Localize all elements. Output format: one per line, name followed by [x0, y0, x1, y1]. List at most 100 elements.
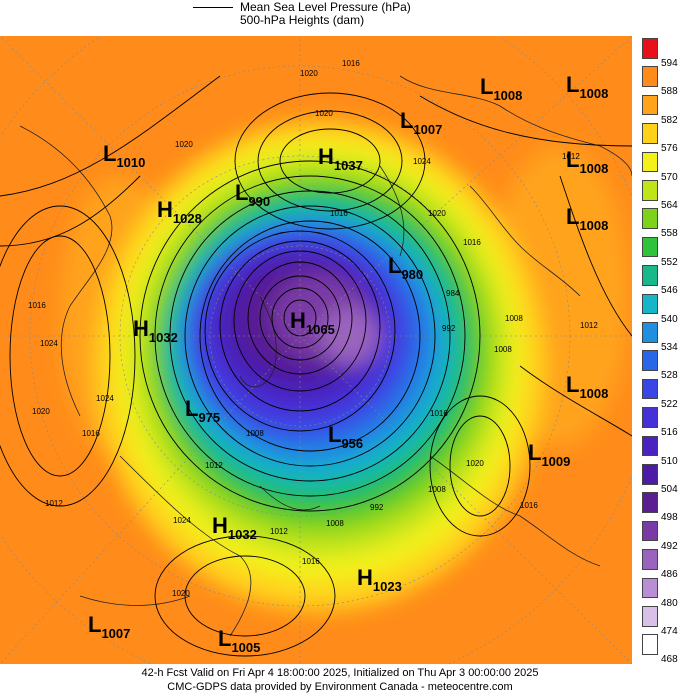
colorbar-swatch [642, 123, 658, 144]
pressure-center-low: L1007 [88, 612, 131, 642]
isobar-label: 1008 [494, 345, 512, 354]
system-type: H [133, 316, 149, 341]
isobar-label: 1012 [580, 321, 598, 330]
isobar-label: 1020 [172, 589, 190, 598]
colorbar-swatch [642, 208, 658, 229]
colorbar-label: 474 [661, 626, 678, 637]
colorbar-swatch [642, 378, 658, 400]
colorbar-label: 558 [661, 228, 678, 240]
system-pressure: 1008 [579, 386, 609, 401]
data-credit-text: CMC-GDPS data provided by Environment Ca… [167, 681, 513, 693]
isobar-label: 1024 [40, 339, 58, 348]
isobar-label: 1016 [342, 59, 360, 68]
colorbar-label: 510 [661, 455, 678, 467]
pressure-center-low: L1005 [218, 626, 260, 656]
colorbar-label: 588 [661, 86, 678, 98]
colorbar-label: 552 [661, 256, 678, 268]
isobar-label: 1020 [428, 209, 446, 218]
pressure-center-low: L1008 [566, 372, 609, 402]
colorbar-label: 498 [661, 512, 678, 524]
pressure-legend-line [193, 7, 233, 8]
pressure-center-high: H1023 [357, 565, 402, 595]
isobar-label: 1016 [302, 557, 320, 566]
pressure-center-high: H1037 [318, 146, 363, 174]
isobar-label: 1016 [82, 429, 100, 438]
colorbar-label: 582 [661, 114, 678, 126]
isobars [0, 75, 632, 657]
isobar-label: 992 [442, 324, 456, 333]
colorbar-swatch [642, 549, 658, 570]
chart-header: Mean Sea Level Pressure (hPa) 500-hPa He… [0, 0, 680, 36]
pressure-center-low: L1008 [566, 206, 609, 234]
isobar-label: 1012 [270, 527, 288, 536]
system-type: L [103, 141, 117, 166]
colorbar-label: 492 [661, 540, 678, 552]
isobar-label: 1016 [520, 501, 538, 510]
height-colorbar: 594 588 582 576 570 564 558 552 546 540 534 528 522 5… [642, 38, 680, 666]
system-type: L [235, 180, 249, 205]
colorbar-swatch [642, 577, 658, 599]
system-pressure: 990 [248, 194, 271, 209]
system-type: H [290, 308, 306, 333]
system-type: L [218, 626, 232, 651]
system-type: L [88, 612, 102, 637]
colorbar-label: 570 [661, 171, 678, 183]
system-type: H [357, 565, 373, 590]
colorbar-swatch [642, 94, 658, 116]
isobar-label: 1012 [45, 499, 63, 508]
colorbar-label: 546 [661, 285, 678, 297]
system-type: L [328, 422, 342, 447]
colorbar-label: 516 [661, 427, 678, 439]
colorbar-label: 534 [661, 342, 678, 353]
pressure-center-low: L1007 [400, 110, 442, 138]
colorbar-swatch [642, 293, 658, 315]
isobar-label: 992 [370, 503, 384, 512]
isobar-label: 1020 [315, 109, 333, 118]
system-pressure: 956 [341, 436, 364, 451]
pressure-center-high: H1065 [290, 308, 335, 338]
legend-heights-label: 500-hPa Heights (dam) [240, 13, 365, 27]
isobar-label: 1024 [413, 157, 431, 166]
system-pressure: 1032 [148, 330, 178, 345]
chart-footer: 42-h Fcst Valid on Fri Apr 4 18:00:00 20… [0, 666, 680, 700]
forecast-valid-text: 42-h Fcst Valid on Fri Apr 4 18:00:00 20… [141, 667, 539, 679]
colorbar-swatch [642, 151, 658, 173]
system-pressure: 1009 [541, 454, 571, 469]
isobar-label: 1008 [505, 314, 523, 323]
colorbar-swatch [642, 322, 658, 343]
system-pressure: 1028 [172, 211, 202, 226]
isobar-label: 1024 [96, 394, 114, 403]
system-type: L [566, 372, 580, 397]
system-pressure: 1008 [493, 88, 523, 103]
colorbar-label: 480 [661, 597, 678, 609]
colorbar-label: 564 [661, 200, 678, 211]
isobar-label: 1020 [32, 407, 50, 416]
system-pressure: 1008 [579, 218, 609, 233]
isobar-label: 1016 [430, 409, 448, 418]
colorbar-swatch [642, 265, 658, 286]
colorbar-label: 486 [661, 569, 678, 581]
system-type: L [388, 253, 402, 278]
system-type: L [185, 396, 199, 421]
isobar-label: 1024 [173, 516, 191, 525]
colorbar-swatch [642, 38, 658, 59]
colorbar-label: 468 [661, 654, 678, 666]
colorbar-swatch [642, 606, 658, 627]
colorbar-swatch [642, 492, 658, 513]
system-type: L [480, 74, 494, 99]
colorbar-label: 528 [661, 370, 678, 382]
system-type: L [566, 72, 580, 97]
legend-mslp-label: Mean Sea Level Pressure (hPa) [240, 0, 411, 14]
colorbar-label: 540 [661, 313, 678, 325]
system-pressure: 1065 [305, 322, 335, 337]
pressure-center-low: L990 [235, 180, 271, 210]
coastlines [19, 75, 632, 637]
system-pressure: 1032 [227, 527, 257, 542]
isobar-label: 1012 [205, 461, 223, 470]
isobar-label: 1016 [330, 209, 348, 218]
system-pressure: 1023 [372, 579, 402, 594]
pressure-center-low: L1008 [566, 149, 608, 177]
isobar-label: 1008 [246, 429, 264, 438]
system-pressure: 1007 [101, 626, 131, 641]
colorbar-label: 504 [661, 484, 678, 495]
